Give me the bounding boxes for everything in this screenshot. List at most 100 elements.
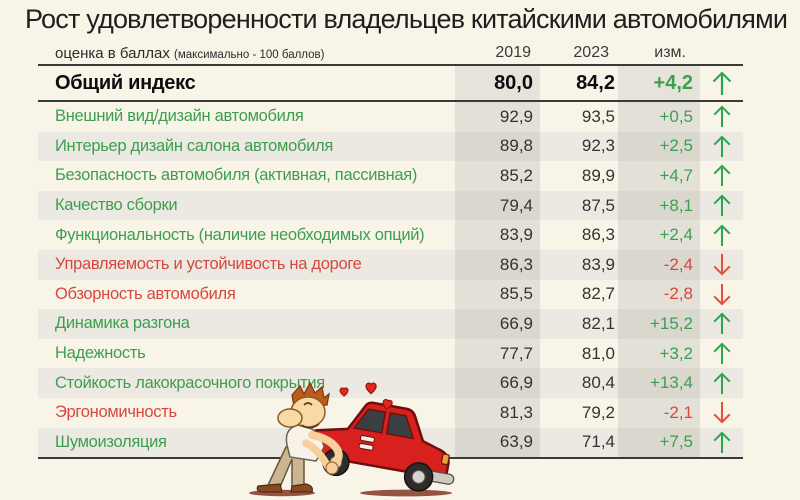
row-value-2023: 82,1 <box>581 313 615 333</box>
row-value-2023: 93,5 <box>581 106 615 126</box>
arrow-up-icon <box>712 135 731 157</box>
table-header-row: оценка в баллах (максимально - 100 балло… <box>38 37 743 66</box>
row-change: -2,4 <box>618 249 700 280</box>
row-change: +13,4 <box>618 368 700 398</box>
red-car <box>305 401 455 492</box>
row-value-2019: 66,9 <box>455 309 540 339</box>
man-smile <box>301 423 320 429</box>
row-value-2023: 92,3 <box>581 136 615 156</box>
trend-arrow <box>700 134 743 159</box>
row-value-2019: 79,4 <box>455 190 540 221</box>
table-row: Управляемость и устойчивость на дороге 8… <box>38 249 743 280</box>
row-value-2023: 83,9 <box>581 254 615 274</box>
summary-value-2023: 84,2 <box>576 71 615 94</box>
trend-arrow <box>700 371 743 396</box>
row-value-2023: 79,2 <box>581 402 615 422</box>
trend-arrow <box>700 104 743 129</box>
table-row: Безопасность автомобиля (активная, пасси… <box>38 161 743 191</box>
row-value-2019: 89,8 <box>455 131 540 162</box>
man-hugging-car-illustration <box>249 381 455 497</box>
table-row: Интерьер дизайн салона автомобиля 89,8 9… <box>38 131 743 162</box>
score-scale-main: оценка в баллах <box>55 45 170 62</box>
trend-arrow <box>700 430 743 455</box>
trend-arrow <box>700 163 743 188</box>
row-value-2019: 86,3 <box>455 249 540 280</box>
row-change: +3,2 <box>618 338 700 369</box>
arrow-up-icon <box>712 431 731 453</box>
row-value-2019: 92,9 <box>455 102 540 132</box>
heart-icon <box>339 387 349 397</box>
summary-trend-arrow <box>700 70 743 97</box>
table-row: Обзорность автомобиля 85,5 82,7 -2,8 <box>38 279 743 310</box>
arrow-down-icon <box>712 402 731 424</box>
score-scale-note: (максимально - 100 баллов) <box>174 49 325 61</box>
arrow-up-icon <box>712 342 731 365</box>
satisfaction-table: оценка в баллах (максимально - 100 балло… <box>38 37 743 460</box>
car-vent <box>358 442 374 451</box>
table-row: Внешний вид/дизайн автомобиля 92,9 93,5 … <box>38 102 743 132</box>
table-row: Динамика разгона 66,9 82,1 +15,2 <box>38 309 743 339</box>
row-change: +0,5 <box>618 102 700 132</box>
column-header-change: изм. <box>654 44 686 61</box>
row-change: +2,5 <box>618 131 700 162</box>
trend-arrow <box>700 193 743 218</box>
arrow-down-icon <box>712 254 731 276</box>
row-change: +4,7 <box>618 161 700 191</box>
column-header-2019: 2019 <box>495 44 531 61</box>
row-label: Надежность <box>55 344 146 363</box>
row-label: Управляемость и устойчивость на дороге <box>55 255 362 274</box>
car-tail-light <box>440 453 450 466</box>
row-value-2023: 80,4 <box>581 373 615 393</box>
hearts <box>339 382 393 410</box>
row-change: +2,4 <box>618 220 700 250</box>
row-value-2019: 63,9 <box>455 427 540 458</box>
arrow-up-icon <box>712 164 731 187</box>
arrow-up-icon <box>712 105 731 128</box>
row-value-2019: 83,9 <box>455 220 540 250</box>
row-change: -2,8 <box>618 279 700 310</box>
page-title: Рост удовлетворенности владельцев китайс… <box>25 4 788 34</box>
heart-icon <box>382 398 393 410</box>
summary-label: Общий индекс <box>55 71 196 94</box>
table-row: Функциональность (наличие необходимых оп… <box>38 220 743 250</box>
man-eye <box>303 402 313 406</box>
trend-arrow <box>700 282 743 307</box>
arrow-up-icon <box>712 194 731 217</box>
row-label: Качество сборки <box>55 196 178 215</box>
row-label: Безопасность автомобиля (активная, пасси… <box>55 166 418 185</box>
trend-arrow <box>700 341 743 366</box>
trend-arrow <box>700 223 743 248</box>
table-row: Надежность 77,7 81,0 +3,2 <box>38 338 743 369</box>
row-label: Внешний вид/дизайн автомобиля <box>55 107 304 126</box>
summary-value-2019: 80,0 <box>455 66 540 100</box>
row-label: Динамика разгона <box>55 314 190 333</box>
row-value-2019: 85,5 <box>455 279 540 310</box>
car-side-window <box>385 412 415 440</box>
row-value-2019: 81,3 <box>455 397 540 428</box>
table-row: Стойкость лакокрасочного покрытия 66,9 8… <box>38 368 743 398</box>
table-row: Качество сборки 79,4 87,5 +8,1 <box>38 190 743 221</box>
man-shoe <box>256 483 283 493</box>
car-windshield <box>352 408 387 434</box>
arrow-up-icon <box>712 224 731 246</box>
cartoon-man <box>256 381 343 493</box>
row-change: +8,1 <box>618 190 700 221</box>
man-arm <box>308 431 343 469</box>
trend-arrow <box>700 252 743 277</box>
ground-shadow <box>360 489 452 497</box>
table-row: Эргономичность 81,3 79,2 -2,1 <box>38 397 743 428</box>
score-scale-label: оценка в баллах (максимально - 100 балло… <box>38 45 455 62</box>
row-value-2019: 77,7 <box>455 338 540 369</box>
row-label: Функциональность (наличие необходимых оп… <box>55 225 425 244</box>
row-change: +7,5 <box>618 427 700 458</box>
row-value-2023: 82,7 <box>581 284 615 304</box>
row-value-2023: 86,3 <box>581 225 615 245</box>
row-value-2023: 71,4 <box>581 432 615 452</box>
row-label: Интерьер дизайн салона автомобиля <box>55 136 333 155</box>
row-label: Эргономичность <box>55 403 177 422</box>
man-shoe <box>290 483 313 493</box>
row-label: Обзорность автомобиля <box>55 284 236 303</box>
row-value-2023: 89,9 <box>581 165 615 185</box>
man-nose <box>277 408 303 428</box>
